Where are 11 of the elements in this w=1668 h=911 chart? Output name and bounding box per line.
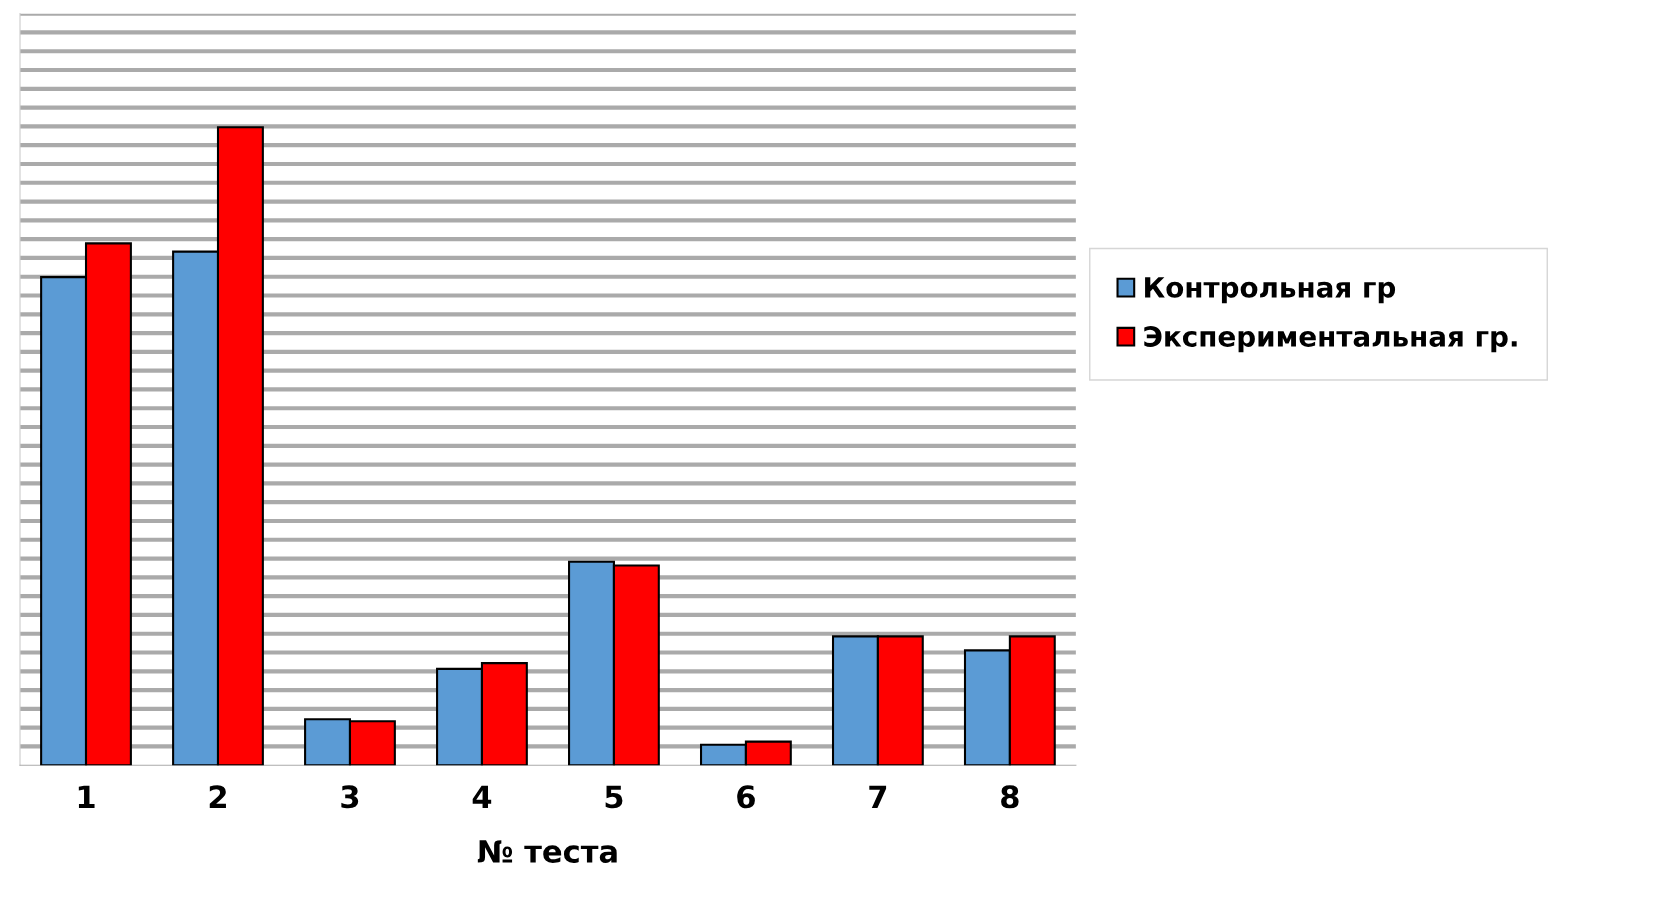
x-tick-label: 7 xyxy=(869,785,887,808)
legend-label: Контрольная гр xyxy=(1145,277,1396,304)
legend-label: Экспериментальная гр. xyxy=(1144,325,1517,353)
x-tick-label: 3 xyxy=(341,785,359,809)
x-tick-label: 2 xyxy=(209,785,226,808)
x-tick-label: 5 xyxy=(605,785,623,809)
x-tick-label: 6 xyxy=(737,785,755,809)
x-tick-label: 8 xyxy=(1001,785,1019,809)
x-tick-label: 1 xyxy=(78,785,95,808)
x-axis-title: № теста xyxy=(477,840,617,863)
x-tick-label: 4 xyxy=(472,785,492,808)
